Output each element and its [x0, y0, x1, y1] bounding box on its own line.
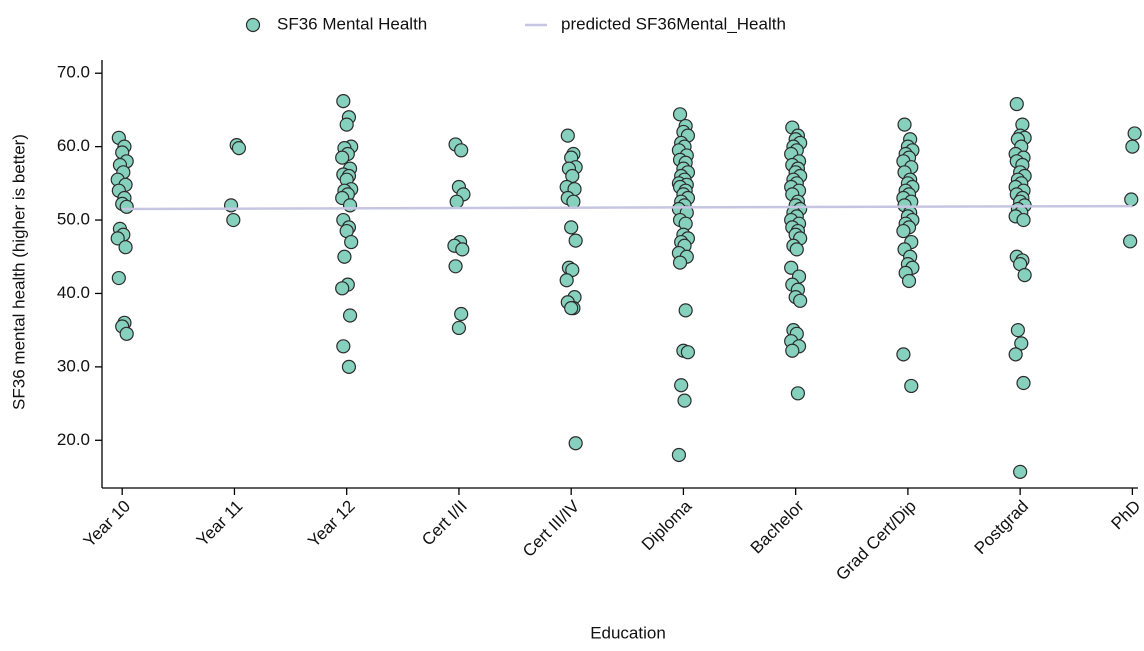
point — [897, 117, 912, 132]
point — [896, 223, 911, 239]
point — [335, 281, 350, 296]
point — [790, 386, 806, 401]
point — [337, 249, 352, 264]
y-tick-label: 60.0 — [57, 136, 90, 155]
point — [454, 306, 469, 322]
point — [564, 220, 579, 235]
point — [1010, 323, 1026, 338]
point — [678, 303, 693, 318]
point — [793, 293, 808, 308]
point — [671, 447, 687, 463]
point — [784, 260, 799, 275]
point — [564, 301, 579, 316]
point — [344, 234, 359, 250]
point — [566, 194, 581, 209]
point — [901, 273, 917, 289]
point — [677, 393, 692, 408]
legend-label: predicted SF36Mental_Health — [561, 14, 786, 33]
point — [119, 199, 134, 214]
point — [110, 231, 125, 246]
point — [339, 117, 354, 132]
point — [1017, 268, 1032, 283]
x-tick-label: Grad Cert/Dip — [832, 497, 920, 585]
point — [559, 273, 574, 288]
x-tick-label: Cert III/IV — [519, 496, 584, 561]
point — [455, 242, 470, 257]
point — [1127, 126, 1142, 141]
x-tick-label: Year 10 — [80, 497, 134, 551]
point — [336, 94, 351, 109]
y-tick-label: 30.0 — [57, 356, 90, 375]
point — [1013, 464, 1028, 479]
x-tick-label: Year 12 — [304, 497, 358, 551]
prediction-line — [122, 204, 1133, 211]
point — [568, 436, 583, 451]
x-tick-label: Bachelor — [747, 496, 808, 557]
y-axis-label: SF36 mental health (higher is better) — [9, 134, 28, 410]
y-tick-label: 20.0 — [57, 430, 90, 449]
point — [680, 345, 696, 360]
point — [560, 128, 575, 143]
point — [896, 347, 911, 362]
x-tick-label: Cert I/II — [418, 497, 471, 550]
point — [119, 326, 134, 341]
point — [226, 212, 241, 228]
point — [111, 270, 126, 286]
point — [454, 143, 469, 158]
point — [1008, 347, 1023, 362]
point — [336, 339, 351, 354]
point — [118, 240, 133, 255]
point — [785, 343, 800, 358]
point — [904, 378, 919, 394]
point — [451, 320, 467, 336]
point — [448, 259, 463, 274]
y-tick-label: 50.0 — [57, 210, 90, 229]
legend-label: SF36 Mental Health — [277, 14, 427, 33]
point — [335, 150, 350, 165]
x-tick-label: Year 11 — [193, 497, 247, 551]
point — [449, 194, 464, 209]
point — [674, 378, 689, 393]
y-tick-label: 40.0 — [57, 283, 90, 302]
legend-marker — [245, 17, 261, 33]
point — [341, 359, 357, 374]
point — [672, 255, 688, 270]
point — [342, 308, 358, 323]
point — [789, 242, 804, 257]
point — [1123, 234, 1138, 249]
x-tick-label: PhD — [1108, 497, 1144, 534]
point — [342, 198, 358, 213]
x-tick-label: Diploma — [638, 496, 696, 554]
point — [1016, 375, 1031, 391]
point — [1016, 212, 1031, 228]
point — [1125, 139, 1140, 154]
x-axis-label: Education — [590, 623, 666, 642]
point — [568, 233, 583, 248]
x-tick-label: Postgrad — [971, 497, 1033, 559]
point — [231, 140, 247, 156]
y-tick-label: 70.0 — [57, 63, 90, 82]
point — [1014, 336, 1029, 351]
point — [1124, 192, 1139, 207]
point — [1009, 96, 1024, 112]
point — [672, 107, 688, 122]
